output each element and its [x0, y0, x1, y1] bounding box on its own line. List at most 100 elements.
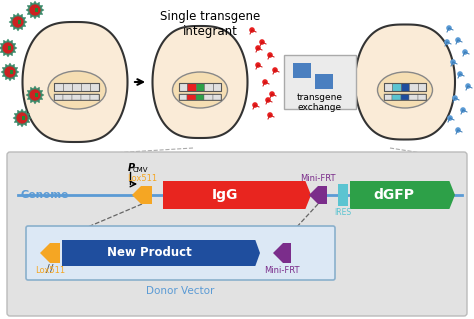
Bar: [82, 94, 91, 100]
Bar: [418, 94, 426, 100]
Circle shape: [272, 67, 278, 73]
Bar: [179, 83, 221, 91]
Bar: [409, 83, 418, 91]
Text: New Product: New Product: [107, 247, 191, 259]
Polygon shape: [1, 63, 19, 81]
Circle shape: [267, 112, 273, 118]
Bar: [315, 74, 333, 89]
Circle shape: [267, 52, 273, 58]
Bar: [204, 94, 213, 100]
Polygon shape: [13, 109, 31, 127]
Text: CMV: CMV: [133, 167, 148, 174]
Circle shape: [446, 25, 452, 31]
Ellipse shape: [173, 72, 228, 108]
Circle shape: [12, 16, 24, 28]
Bar: [179, 94, 187, 100]
Bar: [35, 8, 38, 12]
Polygon shape: [0, 39, 17, 57]
Text: transgene
exchange: transgene exchange: [297, 93, 343, 112]
Polygon shape: [163, 181, 311, 209]
Bar: [73, 94, 82, 100]
Bar: [8, 46, 11, 50]
Text: Lox511: Lox511: [35, 266, 65, 275]
Bar: [187, 94, 196, 100]
Circle shape: [460, 107, 466, 113]
Bar: [196, 83, 204, 91]
Polygon shape: [62, 240, 260, 266]
Circle shape: [2, 42, 14, 54]
Polygon shape: [40, 243, 60, 263]
Bar: [22, 116, 25, 120]
Text: P: P: [128, 163, 135, 173]
Circle shape: [457, 71, 463, 77]
Polygon shape: [355, 25, 455, 139]
Circle shape: [249, 27, 255, 33]
Polygon shape: [9, 13, 27, 31]
Circle shape: [252, 102, 258, 108]
Circle shape: [29, 4, 41, 16]
Bar: [7, 70, 10, 74]
Bar: [293, 63, 311, 78]
Bar: [418, 83, 426, 91]
Bar: [10, 70, 13, 74]
Circle shape: [452, 95, 458, 101]
FancyBboxPatch shape: [284, 55, 356, 109]
Bar: [213, 83, 221, 91]
FancyBboxPatch shape: [26, 226, 335, 280]
Polygon shape: [132, 186, 152, 204]
Text: Single transgene
integrant: Single transgene integrant: [160, 10, 260, 38]
Polygon shape: [273, 243, 291, 263]
Circle shape: [465, 83, 471, 89]
Circle shape: [444, 39, 450, 45]
Text: Mini-FRT: Mini-FRT: [300, 174, 336, 183]
Bar: [19, 116, 22, 120]
Bar: [179, 83, 187, 91]
Bar: [55, 83, 100, 91]
Circle shape: [269, 91, 275, 97]
Bar: [55, 94, 64, 100]
Bar: [35, 93, 38, 97]
Circle shape: [255, 45, 261, 51]
Polygon shape: [153, 26, 247, 138]
Circle shape: [262, 79, 268, 85]
Bar: [384, 94, 426, 100]
FancyBboxPatch shape: [7, 152, 467, 316]
Polygon shape: [350, 181, 455, 209]
Bar: [187, 83, 196, 91]
Circle shape: [462, 49, 468, 55]
Text: Mini-FRT: Mini-FRT: [264, 266, 300, 275]
Bar: [73, 83, 82, 91]
Bar: [384, 83, 392, 91]
Text: Lox511: Lox511: [127, 174, 157, 183]
Circle shape: [447, 115, 453, 121]
Bar: [18, 20, 21, 24]
Bar: [32, 93, 35, 97]
Bar: [32, 8, 35, 12]
Bar: [409, 94, 418, 100]
Bar: [401, 94, 409, 100]
Bar: [213, 94, 221, 100]
Bar: [401, 83, 409, 91]
Bar: [15, 20, 18, 24]
Bar: [64, 83, 73, 91]
Circle shape: [455, 37, 461, 43]
Bar: [196, 94, 204, 100]
Polygon shape: [26, 86, 44, 104]
Circle shape: [4, 66, 16, 78]
Circle shape: [16, 112, 28, 124]
Bar: [91, 83, 100, 91]
Bar: [64, 94, 73, 100]
Bar: [384, 94, 392, 100]
Bar: [5, 46, 8, 50]
Ellipse shape: [48, 71, 106, 109]
Bar: [91, 94, 100, 100]
Circle shape: [455, 127, 461, 133]
Text: IgG: IgG: [212, 188, 238, 202]
Text: //: //: [46, 264, 54, 274]
Polygon shape: [22, 22, 128, 142]
Bar: [392, 83, 401, 91]
Circle shape: [255, 62, 261, 68]
Ellipse shape: [377, 72, 432, 108]
Bar: [338, 184, 348, 206]
Polygon shape: [309, 186, 327, 204]
